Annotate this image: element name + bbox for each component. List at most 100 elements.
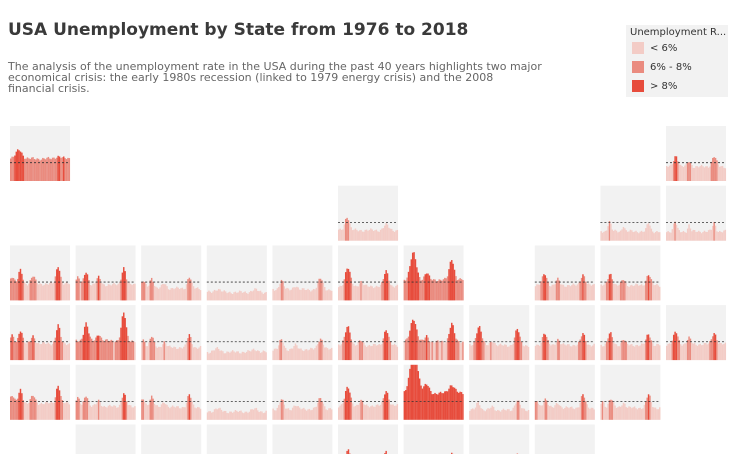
state-panel[interactable] — [534, 364, 595, 420]
state-panel[interactable] — [338, 185, 399, 241]
bar — [480, 331, 482, 361]
state-panel[interactable] — [206, 424, 267, 454]
state-panel[interactable] — [272, 364, 333, 420]
state-panel[interactable] — [272, 424, 333, 454]
bar — [251, 291, 253, 301]
bar — [377, 404, 379, 420]
state-panel[interactable] — [10, 305, 71, 361]
legend-item-high[interactable]: > 8% — [632, 79, 677, 93]
bar — [509, 344, 512, 361]
bar — [509, 411, 512, 420]
bar — [216, 290, 219, 301]
bar — [171, 405, 174, 420]
bar — [625, 282, 627, 301]
state-panel[interactable] — [534, 245, 595, 301]
state-panel[interactable] — [10, 245, 71, 301]
bar — [56, 157, 58, 181]
bar — [238, 290, 241, 301]
bar — [89, 336, 91, 361]
state-panel[interactable] — [600, 245, 661, 301]
bar — [279, 402, 281, 420]
state-panel[interactable] — [272, 305, 333, 361]
bar — [621, 280, 623, 301]
bar — [378, 287, 380, 301]
bar — [166, 346, 168, 361]
bar — [512, 407, 514, 420]
state-panel[interactable] — [206, 245, 267, 301]
state-panel[interactable] — [141, 245, 202, 301]
bar — [615, 230, 618, 241]
state-panel[interactable] — [403, 364, 464, 420]
state-panel[interactable] — [666, 305, 727, 361]
bar — [720, 166, 722, 181]
legend-item-mid[interactable]: 6% - 8% — [632, 60, 692, 74]
state-panel[interactable] — [141, 424, 202, 454]
bar — [85, 322, 87, 361]
bar — [310, 291, 312, 301]
state-panel[interactable] — [338, 245, 399, 301]
state-panel[interactable] — [75, 305, 136, 361]
bar — [432, 394, 435, 420]
state-panel[interactable] — [403, 424, 464, 454]
bar — [579, 339, 581, 361]
state-panel[interactable] — [403, 245, 464, 301]
state-panel[interactable] — [75, 424, 136, 454]
bar — [391, 344, 393, 361]
bar — [513, 337, 516, 361]
bar — [721, 344, 724, 361]
state-panel[interactable] — [403, 305, 464, 361]
state-panel[interactable] — [666, 185, 727, 241]
bar — [458, 279, 460, 301]
state-panel[interactable] — [206, 364, 267, 420]
state-panel[interactable] — [534, 305, 595, 361]
bar — [568, 285, 570, 301]
state-panel[interactable] — [469, 305, 530, 361]
state-panel[interactable] — [10, 126, 71, 181]
state-panel[interactable] — [469, 424, 530, 454]
bar — [561, 284, 563, 301]
bar — [654, 345, 657, 361]
bar — [199, 408, 202, 420]
state-panel[interactable] — [338, 364, 399, 420]
bar — [571, 285, 573, 301]
bar — [354, 345, 357, 361]
bar — [647, 394, 650, 420]
state-panel[interactable] — [141, 364, 202, 420]
state-panel[interactable] — [75, 245, 136, 301]
state-panel[interactable] — [206, 305, 267, 361]
bar — [403, 391, 406, 420]
bar — [375, 229, 378, 241]
state-panel[interactable] — [600, 364, 661, 420]
bar — [480, 408, 482, 420]
bar — [716, 231, 718, 241]
bar — [275, 348, 277, 361]
bar — [258, 291, 260, 301]
state-panel[interactable] — [75, 364, 136, 420]
bar — [324, 287, 326, 301]
bar — [582, 394, 584, 420]
state-panel[interactable] — [666, 126, 727, 181]
state-panel[interactable] — [600, 185, 661, 241]
state-panel[interactable] — [10, 364, 71, 420]
state-panel[interactable] — [338, 305, 399, 361]
state-panel[interactable] — [534, 424, 595, 454]
legend-item-low[interactable]: < 6% — [632, 41, 677, 55]
bar — [653, 285, 655, 301]
state-panel[interactable] — [272, 245, 333, 301]
state-panel[interactable] — [141, 305, 202, 361]
state-panel[interactable] — [338, 424, 398, 454]
bar — [326, 410, 329, 420]
bar — [371, 229, 373, 241]
bar — [88, 280, 90, 301]
bar — [113, 405, 115, 420]
bar — [603, 402, 605, 420]
state-panel[interactable] — [469, 364, 530, 420]
bar — [176, 286, 178, 301]
state-panel[interactable] — [600, 305, 661, 361]
bar — [363, 285, 365, 301]
bar — [141, 399, 143, 420]
bar — [631, 408, 633, 420]
bar — [123, 393, 125, 420]
bar — [163, 341, 165, 361]
bar — [455, 276, 457, 301]
